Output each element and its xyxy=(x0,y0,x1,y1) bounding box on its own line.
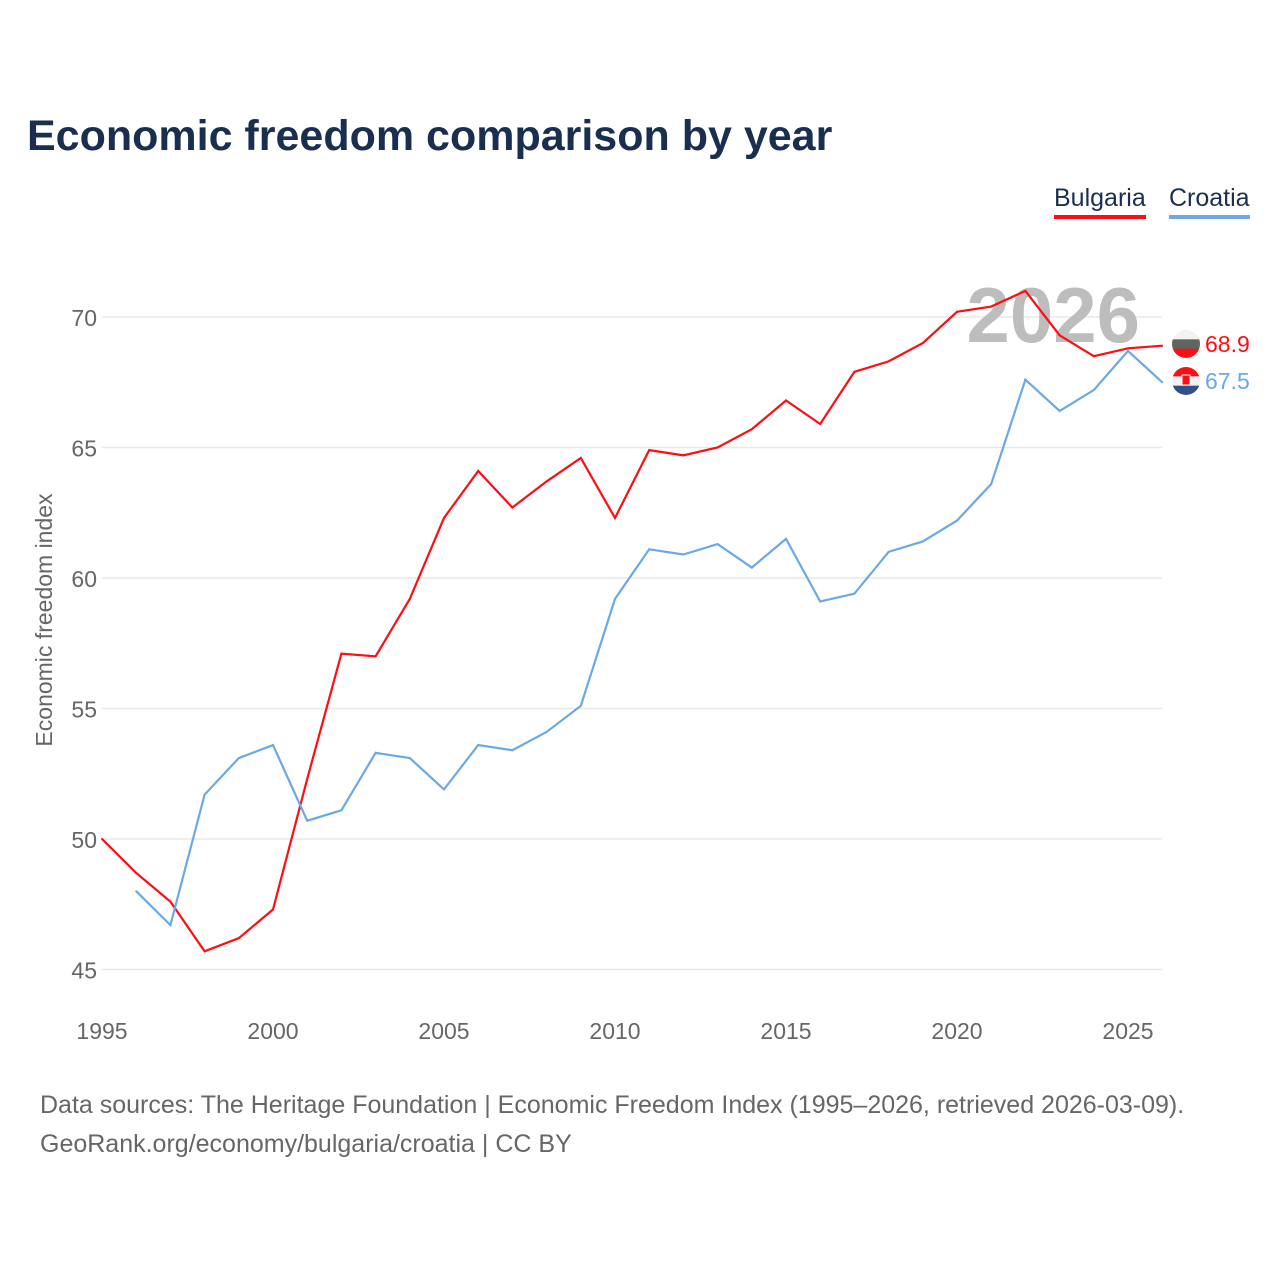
data-point xyxy=(135,890,138,893)
data-point xyxy=(921,342,924,345)
data-point xyxy=(716,446,719,449)
flag-croatia-icon xyxy=(1172,367,1200,395)
data-point xyxy=(408,757,411,760)
data-point xyxy=(750,566,753,569)
y-tick-label: 60 xyxy=(71,566,97,592)
data-point xyxy=(853,592,856,595)
data-point xyxy=(1058,334,1061,337)
y-tick-label: 65 xyxy=(71,436,97,462)
y-axis-label: Economic freedom index xyxy=(31,493,57,747)
flag-stripe xyxy=(1172,385,1200,395)
data-point xyxy=(614,516,616,519)
data-point xyxy=(682,553,685,556)
series-line-bulgaria xyxy=(101,289,1163,953)
data-point xyxy=(443,788,445,791)
x-tick-label: 2020 xyxy=(931,1018,982,1044)
data-point xyxy=(306,819,309,822)
end-label-bulgaria: 68.9 xyxy=(1205,331,1250,357)
data-point xyxy=(579,456,582,459)
data-point xyxy=(1092,355,1095,358)
data-point xyxy=(819,600,822,603)
y-tick-label: 50 xyxy=(71,827,97,853)
data-point xyxy=(1024,378,1027,381)
data-point xyxy=(374,655,377,658)
data-point xyxy=(614,597,616,600)
data-point xyxy=(682,454,685,457)
data-point xyxy=(1092,389,1095,392)
data-point xyxy=(135,871,138,874)
data-point xyxy=(887,550,890,553)
data-point xyxy=(545,480,548,483)
source-link[interactable]: GeoRank.org/economy/bulgaria/croatia | C… xyxy=(40,1130,572,1158)
data-point xyxy=(648,548,651,551)
data-point xyxy=(1161,344,1164,347)
flag-stripe xyxy=(1172,339,1200,350)
data-point xyxy=(1024,289,1027,292)
data-point xyxy=(477,744,480,747)
footer: Data sources: The Heritage Foundation | … xyxy=(40,1086,1184,1164)
data-point xyxy=(819,423,822,426)
data-point xyxy=(648,449,651,452)
data-point xyxy=(203,793,206,796)
data-point xyxy=(443,516,445,519)
legend-croatia[interactable]: Croatia xyxy=(1169,184,1250,219)
data-point xyxy=(990,305,993,308)
data-point xyxy=(203,950,206,953)
data-point xyxy=(579,704,582,707)
x-tick-label: 1995 xyxy=(76,1018,127,1044)
data-point xyxy=(408,597,411,600)
data-point xyxy=(785,537,787,540)
data-point xyxy=(1161,381,1164,384)
data-point xyxy=(237,937,240,940)
data-point xyxy=(101,838,103,840)
legend-bulgaria[interactable]: Bulgaria xyxy=(1054,184,1146,219)
data-point xyxy=(545,730,548,733)
source-text: Data sources: The Heritage Foundation | … xyxy=(40,1091,1185,1119)
data-point xyxy=(477,469,480,472)
data-point xyxy=(853,370,856,373)
flag-checkerboard xyxy=(1181,374,1191,386)
data-point xyxy=(1058,409,1061,412)
data-point xyxy=(1127,347,1129,350)
data-point xyxy=(887,360,890,363)
flag-bulgaria-icon xyxy=(1172,330,1200,358)
data-point xyxy=(272,744,274,747)
x-tick-label: 2005 xyxy=(418,1018,469,1044)
data-point xyxy=(374,751,377,754)
data-point xyxy=(237,757,240,760)
data-point xyxy=(1127,349,1129,352)
data-point xyxy=(340,809,343,812)
x-tick-label: 2025 xyxy=(1102,1018,1153,1044)
y-tick-label: 45 xyxy=(71,958,97,984)
x-tick-label: 2010 xyxy=(589,1018,640,1044)
flag-stripe xyxy=(1172,330,1200,340)
data-point xyxy=(511,506,514,509)
year-watermark: 2026 xyxy=(966,271,1140,359)
data-point xyxy=(921,540,924,543)
page-title: Economic freedom comparison by year xyxy=(27,112,833,160)
data-point xyxy=(716,543,719,546)
data-point xyxy=(306,777,309,780)
data-point xyxy=(169,900,172,903)
data-point xyxy=(750,428,753,431)
flag-stripe xyxy=(1172,348,1200,358)
data-point xyxy=(956,310,958,313)
data-point xyxy=(511,749,514,752)
y-tick-label: 70 xyxy=(71,305,97,331)
x-tick-label: 2000 xyxy=(247,1018,298,1044)
x-tick-label: 2015 xyxy=(760,1018,811,1044)
y-tick-label: 55 xyxy=(71,697,97,723)
data-point xyxy=(785,399,787,402)
end-label-croatia: 67.5 xyxy=(1205,368,1250,394)
data-point xyxy=(956,519,958,522)
data-point xyxy=(169,924,172,927)
data-point xyxy=(340,652,343,655)
data-point xyxy=(272,908,274,911)
flag-stripe xyxy=(1172,367,1200,377)
data-point xyxy=(990,483,993,486)
